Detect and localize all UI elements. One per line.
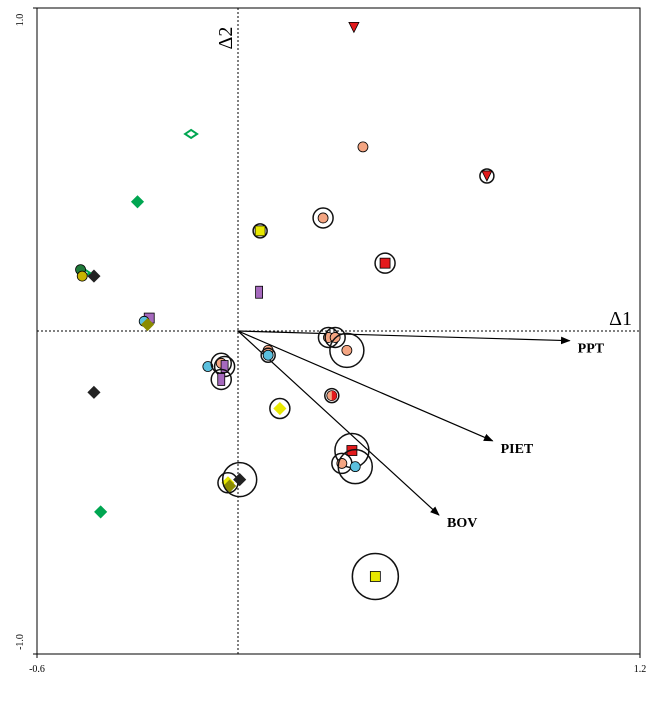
ring — [479, 168, 495, 184]
ring — [269, 397, 291, 420]
arrow-label: PPT — [578, 342, 605, 357]
ring — [312, 207, 334, 229]
point — [255, 285, 264, 299]
point — [348, 21, 360, 34]
point — [254, 225, 266, 237]
y-axis-label: Δ2 — [215, 27, 237, 50]
ring — [324, 387, 340, 404]
biplot-arrow — [237, 330, 494, 442]
point-half — [331, 390, 337, 401]
point — [379, 257, 391, 269]
point — [223, 479, 237, 493]
point — [183, 128, 199, 140]
x-tick-label: -0.6 — [29, 664, 45, 675]
ring — [221, 461, 258, 498]
arrow-label: BOV — [447, 516, 477, 531]
ring — [252, 223, 268, 239]
ring — [210, 368, 232, 391]
point — [349, 461, 361, 473]
point — [273, 401, 287, 416]
biplot-arrow — [237, 330, 571, 345]
point — [87, 385, 101, 399]
point — [76, 270, 88, 282]
y-tick-label: 1.0 — [15, 14, 26, 27]
point — [217, 373, 226, 386]
point — [220, 360, 229, 373]
ring — [260, 347, 276, 363]
point — [262, 349, 274, 361]
point — [140, 317, 155, 332]
ring — [337, 448, 373, 485]
ring — [324, 326, 346, 349]
ring — [351, 552, 400, 601]
point — [341, 344, 353, 356]
arrow-label: PIET — [501, 442, 534, 457]
y-tick-label: -1.0 — [15, 634, 26, 650]
point — [233, 473, 247, 487]
ring — [329, 332, 365, 369]
point — [481, 170, 493, 182]
x-tick-label: 1.2 — [634, 664, 647, 675]
point — [94, 505, 108, 519]
point — [357, 141, 369, 153]
x-axis-label: Δ1 — [609, 308, 632, 330]
point — [130, 195, 145, 209]
ring — [374, 252, 396, 274]
point — [317, 212, 329, 224]
point — [369, 571, 381, 582]
point — [202, 361, 214, 372]
